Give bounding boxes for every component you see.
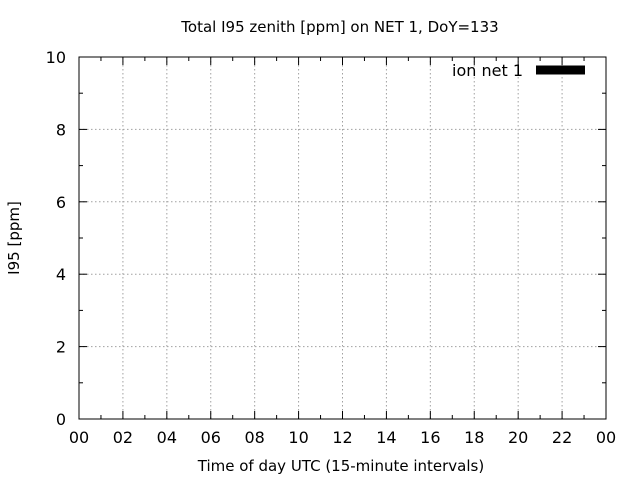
plot-frame [78,56,607,420]
y-axis-label: I95 [ppm] [5,201,23,275]
x-tick-label: 20 [508,428,528,447]
grid [79,57,606,419]
x-tick-label: 16 [420,428,440,447]
legend: ion net 1 [452,61,585,80]
axis-ticks [78,56,607,420]
x-tick-label: 08 [244,428,264,447]
y-tick-labels: 0 2 4 6 8 10 [46,48,66,429]
y-tick-label: 2 [56,338,66,357]
x-tick-label: 00 [596,428,616,447]
x-tick-label: 12 [332,428,352,447]
y-tick-label: 8 [56,120,66,139]
x-tick-label: 06 [201,428,221,447]
x-tick-label: 14 [376,428,396,447]
x-tick-label: 04 [157,428,177,447]
x-axis-label: Time of day UTC (15-minute intervals) [197,457,484,475]
chart-title: Total I95 zenith [ppm] on NET 1, DoY=133 [180,18,498,36]
y-tick-label: 0 [56,410,66,429]
x-tick-label: 00 [69,428,89,447]
y-tick-label: 6 [56,193,66,212]
x-tick-label: 10 [288,428,308,447]
y-tick-label: 10 [46,48,66,67]
x-tick-label: 02 [113,428,133,447]
legend-label: ion net 1 [452,61,523,80]
x-tick-labels: 00 02 04 06 08 10 12 14 16 18 20 22 00 [69,428,616,447]
x-tick-label: 18 [464,428,484,447]
y-tick-label: 4 [56,265,66,284]
x-tick-label: 22 [552,428,572,447]
